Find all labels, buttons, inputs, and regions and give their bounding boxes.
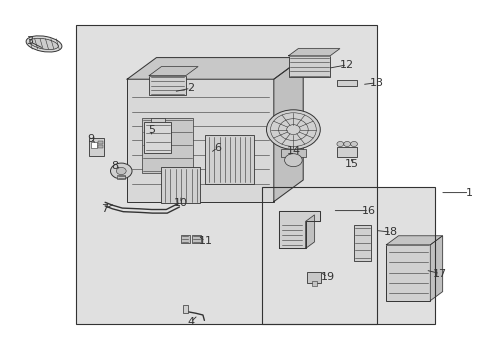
Bar bbox=[192, 235, 201, 243]
Bar bbox=[91, 142, 97, 148]
Text: 18: 18 bbox=[384, 227, 397, 237]
Bar bbox=[386, 245, 429, 301]
Bar bbox=[183, 305, 187, 313]
Bar bbox=[261, 187, 434, 324]
Circle shape bbox=[116, 167, 126, 175]
Circle shape bbox=[266, 110, 320, 149]
Bar bbox=[337, 80, 356, 86]
Polygon shape bbox=[429, 236, 442, 301]
Polygon shape bbox=[386, 236, 442, 245]
Text: 11: 11 bbox=[198, 236, 212, 246]
Text: 19: 19 bbox=[320, 272, 334, 282]
Polygon shape bbox=[305, 215, 314, 248]
Text: 16: 16 bbox=[362, 206, 375, 216]
Bar bbox=[142, 118, 193, 173]
Bar bbox=[281, 149, 305, 157]
Bar bbox=[205, 135, 254, 184]
Text: 2: 2 bbox=[187, 83, 194, 93]
Bar bbox=[181, 235, 189, 243]
Bar bbox=[149, 76, 185, 95]
Polygon shape bbox=[273, 58, 303, 202]
Text: 12: 12 bbox=[340, 60, 353, 70]
Circle shape bbox=[336, 141, 343, 147]
Bar bbox=[98, 141, 102, 144]
Bar bbox=[150, 118, 165, 122]
Polygon shape bbox=[288, 49, 339, 56]
Text: 8: 8 bbox=[111, 161, 118, 171]
Bar bbox=[117, 175, 125, 179]
Bar bbox=[98, 145, 102, 148]
Circle shape bbox=[110, 163, 132, 179]
Text: 4: 4 bbox=[187, 317, 194, 327]
Text: 7: 7 bbox=[102, 204, 108, 214]
Bar bbox=[127, 79, 273, 202]
Ellipse shape bbox=[26, 36, 62, 52]
Circle shape bbox=[350, 141, 357, 147]
Text: 17: 17 bbox=[432, 269, 446, 279]
Text: 1: 1 bbox=[465, 188, 472, 198]
Bar bbox=[261, 187, 434, 324]
Bar bbox=[76, 25, 376, 324]
Text: 9: 9 bbox=[87, 134, 94, 144]
Text: 15: 15 bbox=[345, 159, 358, 169]
Circle shape bbox=[284, 154, 302, 167]
Polygon shape bbox=[278, 211, 320, 248]
Text: 14: 14 bbox=[286, 146, 300, 156]
Bar bbox=[76, 25, 376, 324]
Text: 3: 3 bbox=[26, 36, 33, 46]
Polygon shape bbox=[149, 67, 198, 76]
Bar bbox=[144, 122, 171, 153]
Bar bbox=[288, 56, 329, 77]
Bar bbox=[306, 272, 320, 283]
Ellipse shape bbox=[30, 38, 58, 50]
Bar bbox=[89, 138, 104, 156]
Polygon shape bbox=[127, 58, 303, 79]
Text: 6: 6 bbox=[214, 143, 221, 153]
Text: 10: 10 bbox=[174, 198, 187, 208]
Bar bbox=[311, 281, 316, 286]
Text: 13: 13 bbox=[369, 78, 383, 88]
Text: 5: 5 bbox=[148, 125, 155, 135]
Bar bbox=[161, 167, 200, 203]
Circle shape bbox=[343, 141, 350, 147]
Bar bbox=[353, 225, 370, 261]
Bar bbox=[337, 147, 356, 157]
